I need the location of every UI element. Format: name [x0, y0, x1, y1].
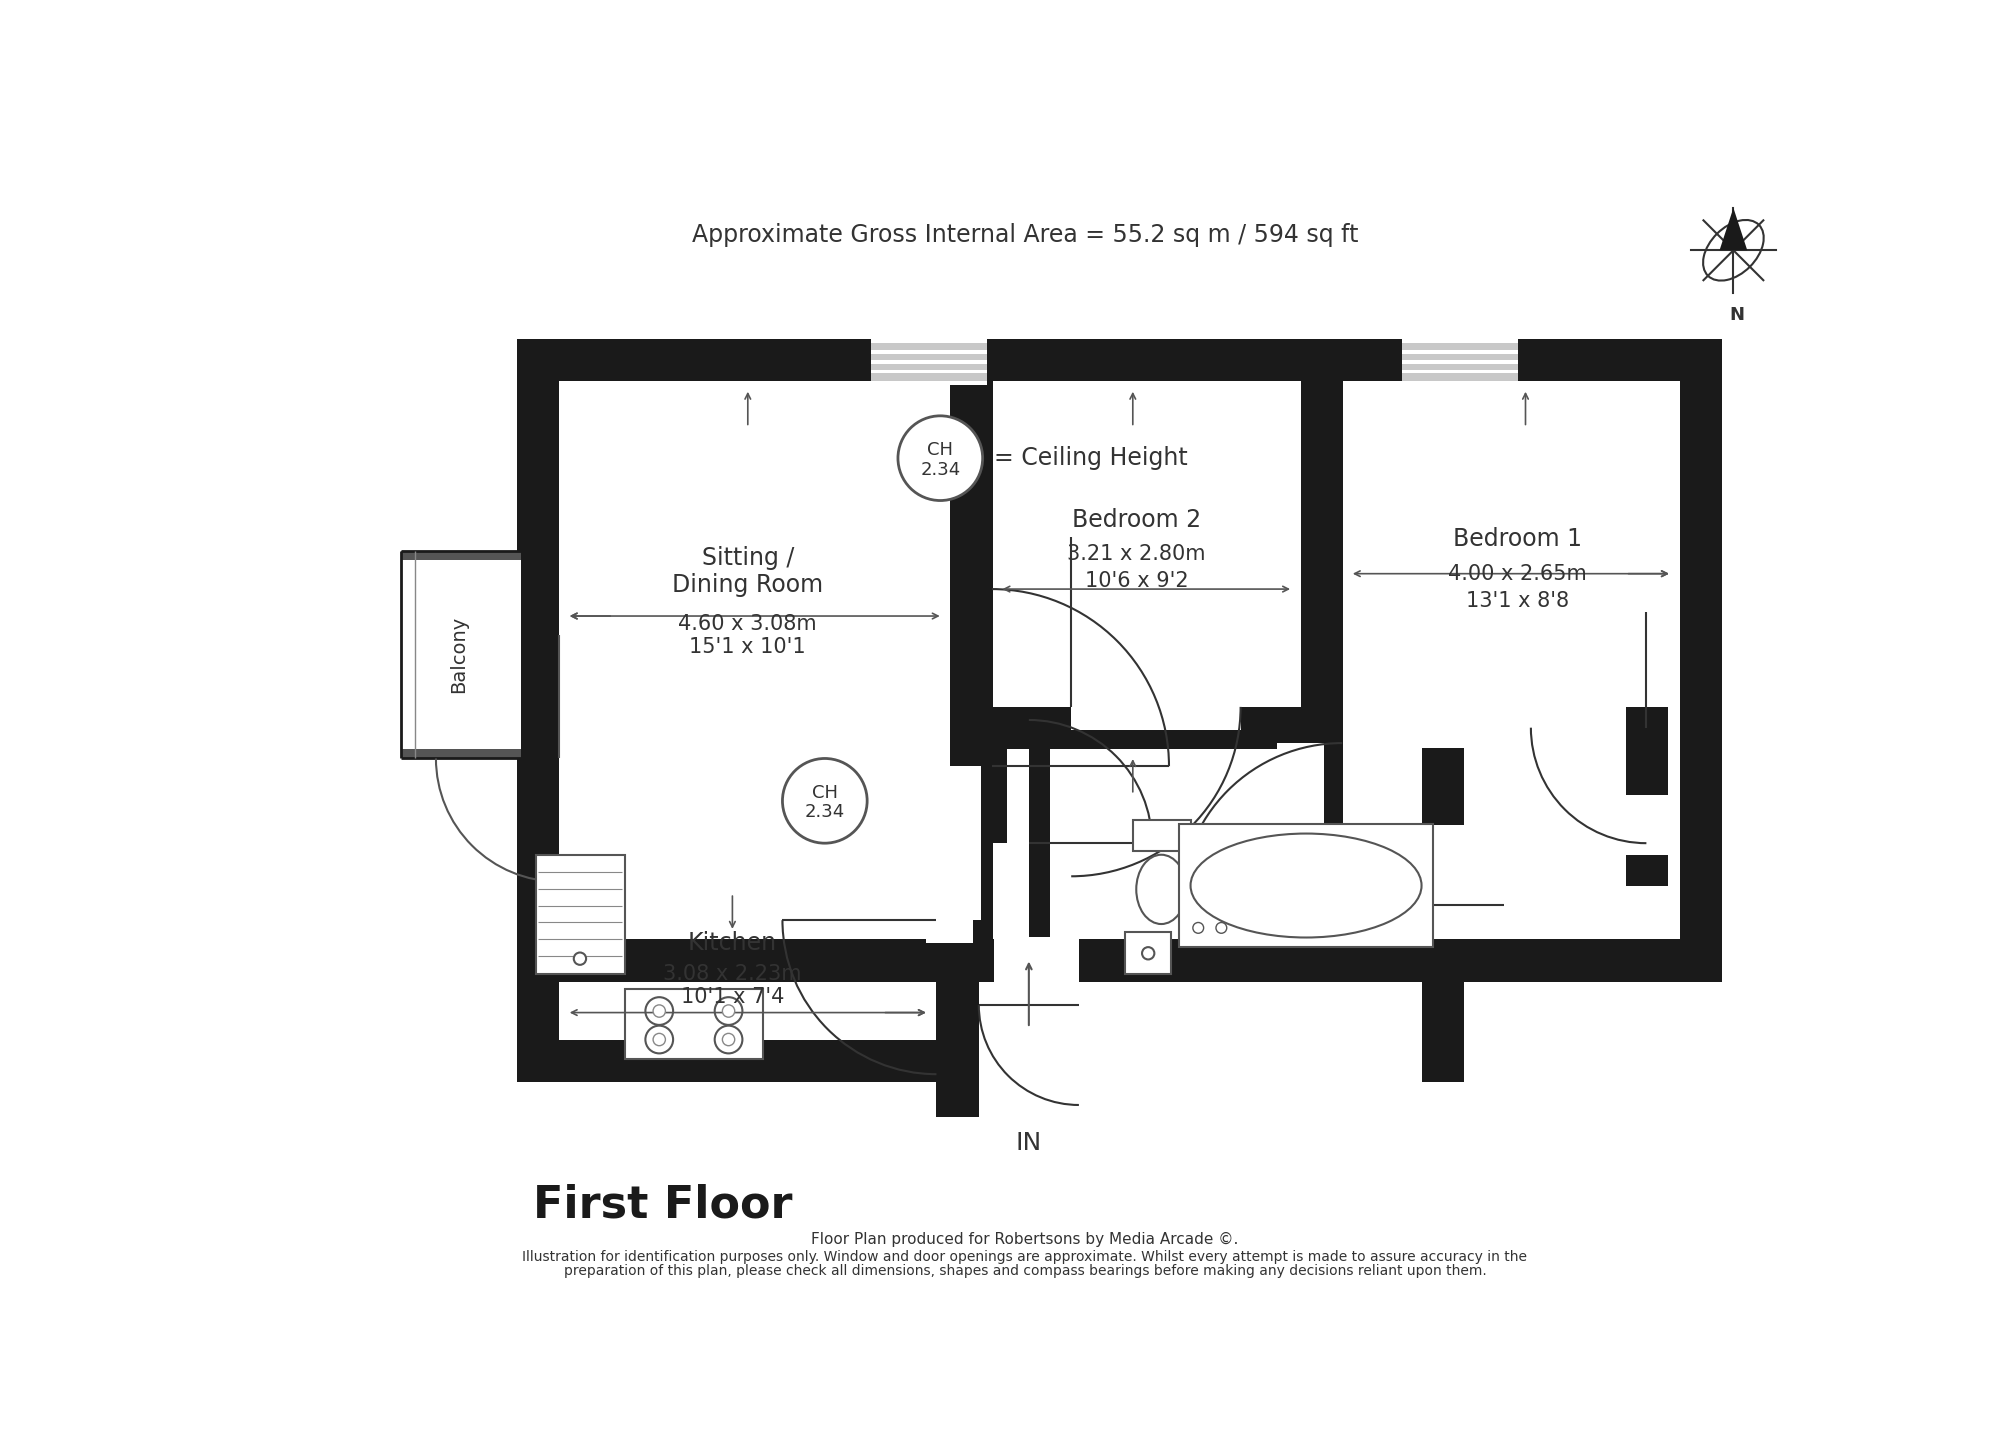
- Bar: [934, 767, 982, 920]
- Bar: [1402, 370, 1518, 374]
- Bar: [410, 560, 520, 749]
- Bar: [516, 1040, 978, 1082]
- Bar: [1402, 339, 1518, 386]
- Circle shape: [574, 953, 586, 965]
- Text: N: N: [1730, 306, 1744, 325]
- Polygon shape: [1720, 208, 1748, 250]
- Text: Sitting /: Sitting /: [702, 546, 794, 570]
- Bar: [1402, 342, 1518, 381]
- Text: Kitchen: Kitchen: [688, 931, 776, 956]
- Text: 10'6 x 9'2: 10'6 x 9'2: [1084, 572, 1188, 592]
- Text: Floor Plan produced for Robertsons by Media Arcade ©.: Floor Plan produced for Robertsons by Me…: [812, 1232, 1238, 1248]
- Text: 13'1 x 8'8: 13'1 x 8'8: [1466, 591, 1570, 611]
- Bar: [950, 339, 992, 982]
- Bar: [1132, 820, 1190, 851]
- Circle shape: [646, 1025, 674, 1053]
- Circle shape: [1216, 923, 1226, 933]
- Text: 4.60 x 3.08m: 4.60 x 3.08m: [678, 614, 818, 634]
- Ellipse shape: [1136, 855, 1186, 924]
- Bar: [536, 855, 624, 975]
- Bar: [994, 937, 1078, 1011]
- Bar: [872, 339, 986, 386]
- Bar: [986, 735, 1008, 843]
- Text: Balcony: Balcony: [450, 617, 468, 693]
- Bar: [872, 370, 986, 374]
- Bar: [1402, 351, 1518, 354]
- Bar: [1626, 816, 1668, 855]
- Text: preparation of this plan, please check all dimensions, shapes and compass bearin: preparation of this plan, please check a…: [564, 1264, 1486, 1278]
- Text: 2.34: 2.34: [920, 461, 960, 479]
- Text: 15'1 x 10'1: 15'1 x 10'1: [690, 637, 806, 657]
- Bar: [1072, 683, 1240, 731]
- Bar: [402, 749, 520, 758]
- Bar: [516, 940, 560, 1082]
- Bar: [1180, 825, 1434, 947]
- Text: First Floor: First Floor: [534, 1184, 792, 1226]
- Bar: [516, 339, 1722, 381]
- Text: IN: IN: [1016, 1132, 1042, 1155]
- Text: 4.00 x 2.65m: 4.00 x 2.65m: [1448, 563, 1588, 583]
- Text: 10'1 x 7'4: 10'1 x 7'4: [680, 988, 784, 1006]
- Text: Illustration for identification purposes only. Window and door openings are appr: Illustration for identification purposes…: [522, 1249, 1528, 1264]
- Bar: [926, 767, 974, 943]
- Circle shape: [1142, 947, 1154, 959]
- Text: 3.08 x 2.23m: 3.08 x 2.23m: [664, 965, 802, 983]
- Bar: [1402, 361, 1518, 364]
- Circle shape: [722, 1034, 734, 1045]
- Circle shape: [654, 1034, 666, 1045]
- Text: CH: CH: [928, 442, 954, 459]
- Bar: [872, 361, 986, 364]
- Bar: [1064, 940, 1084, 966]
- Text: CH: CH: [812, 784, 838, 801]
- Bar: [624, 989, 764, 1058]
- Text: Bedroom 2: Bedroom 2: [1072, 508, 1202, 531]
- Bar: [1626, 855, 1668, 885]
- Bar: [1276, 744, 1324, 905]
- Bar: [516, 339, 560, 982]
- Circle shape: [654, 1005, 666, 1017]
- Bar: [1626, 708, 1668, 796]
- Text: Bedroom 1: Bedroom 1: [1454, 527, 1582, 552]
- Bar: [1126, 931, 1172, 975]
- Bar: [1680, 339, 1722, 982]
- Bar: [950, 708, 1344, 749]
- Circle shape: [722, 1005, 734, 1017]
- Text: 3.21 x 2.80m: 3.21 x 2.80m: [1068, 544, 1206, 565]
- Circle shape: [714, 998, 742, 1025]
- Text: 2.34: 2.34: [804, 803, 844, 822]
- Bar: [936, 940, 978, 1116]
- Bar: [872, 342, 986, 381]
- Text: Dining Room: Dining Room: [672, 573, 824, 598]
- Bar: [402, 550, 520, 560]
- Text: = Ceiling Height: = Ceiling Height: [994, 446, 1188, 471]
- Bar: [1028, 735, 1050, 943]
- Circle shape: [646, 998, 674, 1025]
- Circle shape: [782, 758, 868, 843]
- Ellipse shape: [1190, 833, 1422, 937]
- Bar: [872, 351, 986, 354]
- Bar: [1422, 748, 1464, 826]
- Circle shape: [1192, 923, 1204, 933]
- Bar: [516, 940, 1722, 982]
- Bar: [1422, 940, 1464, 1082]
- Circle shape: [898, 416, 982, 501]
- Text: Approximate Gross Internal Area = 55.2 sq m / 594 sq ft: Approximate Gross Internal Area = 55.2 s…: [692, 222, 1358, 247]
- Circle shape: [714, 1025, 742, 1053]
- Bar: [1300, 339, 1344, 982]
